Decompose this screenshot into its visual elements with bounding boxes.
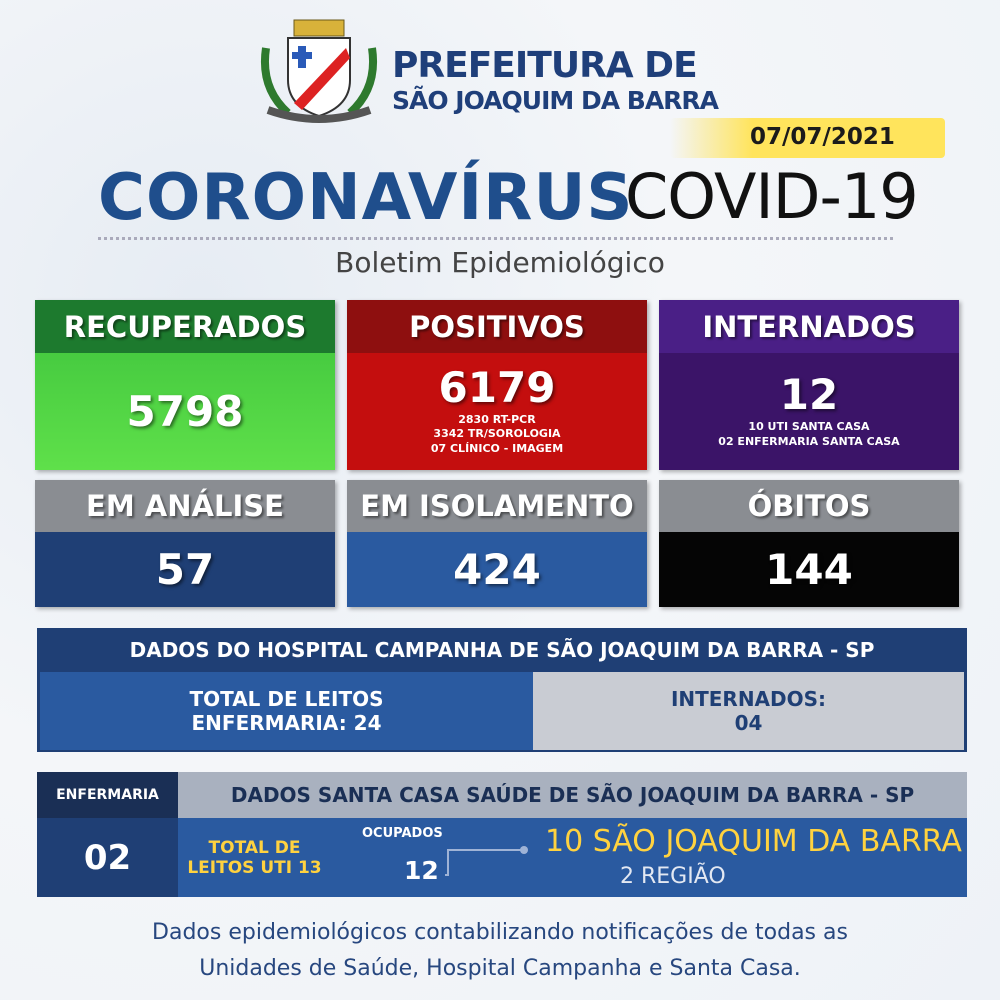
- card-value: 57: [155, 544, 215, 594]
- occupied-value: 12: [404, 856, 439, 885]
- card-body: 144: [659, 532, 959, 607]
- admitted-box: INTERNADOS: 04: [533, 672, 964, 750]
- beds-line: TOTAL DE LEITOS: [189, 687, 384, 711]
- card-detail: 2830 RT-PCR: [458, 413, 536, 427]
- card-value: 5798: [126, 386, 244, 436]
- icu-line: LEITOS UTI 13: [187, 858, 322, 878]
- icu-line: TOTAL DE: [208, 838, 301, 858]
- santa-casa-title: DADOS SANTA CASA SAÚDE DE SÃO JOAQUIM DA…: [178, 772, 967, 818]
- footer-line: Dados epidemiológicos contabilizando not…: [152, 920, 848, 945]
- card-value: 424: [453, 544, 541, 594]
- beds-line: ENFERMARIA: 24: [191, 711, 382, 735]
- card-detail: 10 UTI SANTA CASA: [748, 420, 870, 434]
- admitted-value: 04: [734, 711, 763, 735]
- icu-box: TOTAL DE LEITOS UTI 13: [182, 828, 327, 888]
- ward-value: 02: [37, 818, 178, 897]
- card-body: 5798: [35, 353, 335, 470]
- origin-line: 10 SÃO JOAQUIM DA BARRA: [545, 824, 962, 859]
- divider: [98, 237, 893, 240]
- card-label: INTERNADOS: [659, 300, 959, 353]
- crest: [261, 19, 377, 123]
- card-label: EM ISOLAMENTO: [347, 480, 647, 532]
- footer: Dados epidemiológicos contabilizando not…: [0, 915, 1000, 987]
- card-value: 6179: [438, 363, 556, 413]
- org-title: PREFEITURA DE: [392, 45, 698, 86]
- card-value: 144: [765, 544, 853, 594]
- occupied-label: OCUPADOS: [362, 826, 443, 841]
- card-label: RECUPERADOS: [35, 300, 335, 353]
- card-label: POSITIVOS: [347, 300, 647, 353]
- card-body: 12 10 UTI SANTA CASA 02 ENFERMARIA SANTA C…: [659, 353, 959, 470]
- ward-label: ENFERMARIA: [37, 772, 178, 818]
- headline-suffix: COVID-19: [625, 160, 919, 233]
- admitted-label: INTERNADOS:: [670, 687, 827, 711]
- card-detail: 07 CLÍNICO - IMAGEM: [430, 441, 564, 455]
- footer-line: Unidades de Saúde, Hospital Campanha e S…: [199, 956, 801, 981]
- beds-box: TOTAL DE LEITOS ENFERMARIA: 24: [40, 672, 533, 750]
- origin-line: 2 REGIÃO: [620, 864, 726, 889]
- card-detail: 02 ENFERMARIA SANTA CASA: [718, 434, 900, 448]
- date: 07/07/2021: [750, 124, 895, 150]
- card-body: 6179 2830 RT-PCR 3342 TR/SOROLOGIA 07 CLÍNI…: [347, 353, 647, 470]
- card-body: 424: [347, 532, 647, 607]
- hospital-title: DADOS DO HOSPITAL CAMPANHA DE SÃO JOAQUI…: [129, 638, 875, 662]
- subtitle: Boletim Epidemiológico: [335, 246, 665, 279]
- connector: [445, 846, 528, 876]
- card-body: 57: [35, 532, 335, 607]
- card-detail: 3342 TR/SOROLOGIA: [433, 427, 561, 441]
- card-label: EM ANÁLISE: [35, 480, 335, 532]
- org-subtitle: SÃO JOAQUIM DA BARRA: [392, 86, 719, 115]
- date-highlight: [670, 118, 945, 158]
- card-label: ÓBITOS: [659, 480, 959, 532]
- card-value: 12: [779, 370, 839, 420]
- headline: CORONAVÍRUS: [98, 161, 634, 235]
